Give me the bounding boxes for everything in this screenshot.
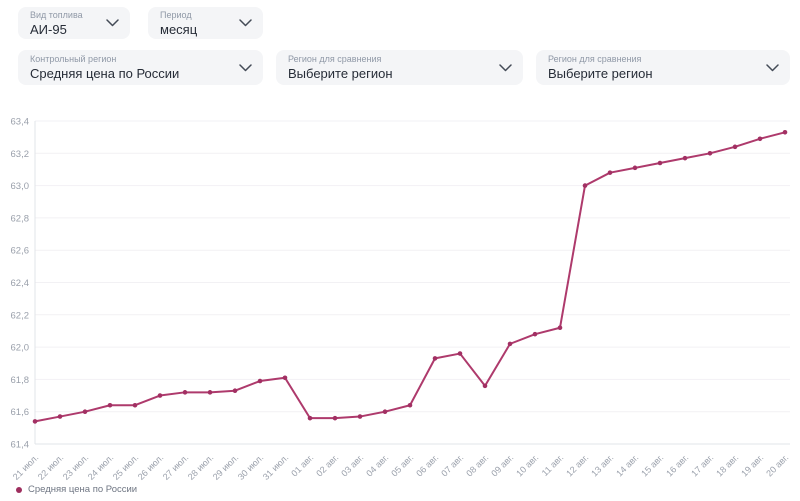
data-point[interactable] bbox=[282, 375, 288, 381]
x-axis-tick-label: 17 авг. bbox=[689, 452, 715, 478]
period-value: месяц bbox=[160, 22, 198, 37]
y-axis-tick-label: 63,2 bbox=[11, 149, 30, 160]
x-axis-tick-label: 21 июл. bbox=[11, 452, 41, 482]
data-point[interactable] bbox=[182, 390, 188, 395]
x-axis-tick-label: 28 июл. bbox=[186, 452, 216, 482]
y-axis-tick-label: 62,4 bbox=[11, 278, 30, 289]
compare-region-select-1[interactable]: Регион для сравнения Выберите регион bbox=[276, 50, 523, 85]
chart-legend: Средняя цена по России bbox=[16, 484, 137, 495]
data-point[interactable] bbox=[57, 414, 63, 419]
x-axis-tick-label: 11 авг. bbox=[540, 452, 566, 478]
x-axis-tick-label: 12 авг. bbox=[564, 452, 590, 478]
data-point[interactable] bbox=[782, 130, 788, 135]
x-axis-tick-label: 05 авг. bbox=[389, 452, 415, 478]
legend-label: Средняя цена по России bbox=[28, 484, 138, 495]
compare-region-select-2[interactable]: Регион для сравнения Выберите регион bbox=[536, 50, 790, 85]
data-point[interactable] bbox=[232, 388, 238, 394]
compare-region-label: Регион для сравнения bbox=[288, 54, 382, 64]
x-axis-tick-label: 27 июл. bbox=[161, 452, 191, 482]
x-axis-tick-label: 18 авг. bbox=[714, 452, 740, 478]
fuel-type-select[interactable]: Вид топлива АИ-95 bbox=[18, 7, 130, 39]
data-point[interactable] bbox=[582, 183, 588, 188]
data-point[interactable] bbox=[607, 170, 613, 175]
legend-item[interactable]: Средняя цена по России bbox=[16, 484, 137, 495]
chevron-down-icon bbox=[766, 63, 779, 72]
data-point[interactable] bbox=[132, 402, 138, 408]
x-axis-tick-label: 16 авг. bbox=[664, 452, 690, 478]
period-select[interactable]: Период месяц bbox=[148, 7, 263, 39]
data-point[interactable] bbox=[657, 160, 663, 166]
data-point[interactable] bbox=[432, 356, 438, 361]
chevron-down-icon bbox=[499, 63, 512, 72]
y-axis-tick-label: 61,8 bbox=[11, 375, 30, 386]
data-point[interactable] bbox=[82, 409, 88, 415]
data-point[interactable] bbox=[257, 378, 263, 384]
control-region-select[interactable]: Контрольный регион Средняя цена по Росси… bbox=[18, 50, 263, 85]
compare-region-value: Выберите регион bbox=[548, 66, 653, 81]
period-label: Период bbox=[160, 10, 192, 20]
x-axis-tick-label: 10 авг. bbox=[514, 452, 540, 478]
data-point[interactable] bbox=[557, 325, 563, 331]
x-axis-tick-label: 01 авг. bbox=[289, 452, 315, 478]
x-axis-tick-label: 24 июл. bbox=[86, 452, 116, 482]
y-axis-tick-label: 61,6 bbox=[11, 407, 30, 418]
fuel-type-label: Вид топлива bbox=[30, 10, 83, 20]
x-axis-tick-label: 20 авг. bbox=[764, 452, 790, 478]
price-line bbox=[34, 131, 786, 423]
chevron-down-icon bbox=[106, 19, 119, 27]
x-axis-tick-label: 25 июл. bbox=[111, 452, 141, 482]
y-axis-tick-label: 63,0 bbox=[11, 181, 30, 192]
data-point[interactable] bbox=[707, 151, 713, 156]
x-axis-tick-label: 26 июл. bbox=[136, 452, 166, 482]
data-point[interactable] bbox=[632, 165, 638, 171]
compare-region-value: Выберите регион bbox=[288, 66, 393, 81]
x-axis-tick-label: 15 авг. bbox=[639, 452, 665, 478]
data-point[interactable] bbox=[457, 351, 463, 356]
data-point[interactable] bbox=[382, 409, 388, 415]
x-axis-tick-label: 22 июл. bbox=[36, 452, 66, 482]
x-axis-tick-label: 02 авг. bbox=[314, 452, 340, 478]
x-axis-tick-label: 19 авг. bbox=[739, 452, 765, 478]
data-point[interactable] bbox=[332, 415, 338, 421]
y-axis-tick-label: 62,2 bbox=[11, 310, 30, 321]
data-point[interactable] bbox=[32, 419, 38, 424]
data-point[interactable] bbox=[357, 414, 363, 419]
price-chart: 63,4 63,2 63,0 62,8 62,6 62,4 62,2 62,0 61,8 61,6… bbox=[11, 117, 791, 482]
data-point[interactable] bbox=[207, 390, 213, 395]
x-axis-tick-label: 31 июл. bbox=[261, 452, 291, 482]
y-axis-tick-label: 62,0 bbox=[11, 343, 30, 354]
data-point[interactable] bbox=[157, 393, 163, 398]
y-axis-tick-label: 62,6 bbox=[11, 246, 30, 257]
legend-dot-icon bbox=[16, 486, 22, 493]
y-axis-tick-label: 63,4 bbox=[11, 117, 30, 128]
x-axis-tick-label: 23 июл. bbox=[61, 452, 91, 482]
x-axis-tick-label: 06 авг. bbox=[414, 452, 440, 478]
x-axis-tick-label: 09 авг. bbox=[489, 452, 515, 478]
x-axis-tick-label: 13 авг. bbox=[589, 452, 615, 478]
y-axis-tick-label: 62,8 bbox=[11, 213, 30, 224]
data-point[interactable] bbox=[407, 402, 413, 408]
x-axis-tick-label: 08 авг. bbox=[464, 452, 490, 478]
data-point[interactable] bbox=[532, 331, 538, 337]
control-region-value: Средняя цена по России bbox=[30, 66, 180, 81]
data-point[interactable] bbox=[732, 144, 738, 150]
x-axis-tick-label: 07 авг. bbox=[439, 452, 465, 478]
x-axis-tick-label: 04 авг. bbox=[364, 452, 390, 478]
x-axis-tick-label: 29 июл. bbox=[211, 452, 241, 482]
chevron-down-icon bbox=[239, 19, 252, 27]
x-axis-tick-label: 03 авг. bbox=[339, 452, 365, 478]
chevron-down-icon bbox=[239, 63, 252, 72]
data-point[interactable] bbox=[482, 383, 488, 389]
data-point[interactable] bbox=[307, 415, 313, 421]
fuel-type-value: АИ-95 bbox=[30, 22, 67, 37]
data-point[interactable] bbox=[107, 402, 113, 408]
compare-region-label: Регион для сравнения bbox=[548, 54, 642, 64]
x-axis-tick-label: 14 авг. bbox=[614, 452, 640, 478]
y-axis-tick-label: 61,4 bbox=[11, 440, 30, 451]
data-point[interactable] bbox=[507, 341, 513, 347]
data-point[interactable] bbox=[757, 136, 763, 142]
x-axis-tick-label: 30 июл. bbox=[236, 452, 266, 482]
control-region-label: Контрольный регион bbox=[30, 54, 117, 64]
data-point[interactable] bbox=[682, 155, 688, 161]
